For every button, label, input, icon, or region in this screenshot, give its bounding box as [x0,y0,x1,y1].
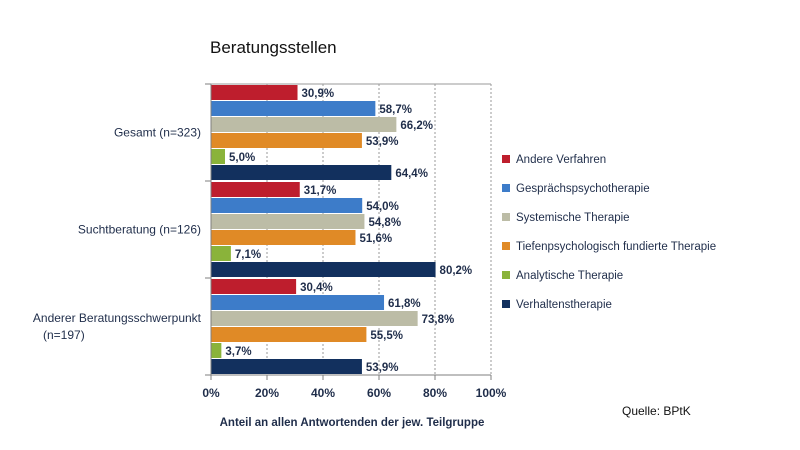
x-tick-labels: 0% 20% 40% 60% 80% 100% [202,386,506,400]
category-label: Gesamt (n=323) [114,126,201,140]
legend-label: Verhaltenstherapie [516,299,612,311]
source-note: Quelle: BPtK [622,404,691,418]
data-labels: 30,9%58,7%66,2%53,9%5,0%64,4%31,7%54,0%5… [225,88,472,374]
legend-swatch [502,155,510,163]
bar [211,246,231,261]
bar [211,230,356,245]
legend-label: Analytische Therapie [516,270,623,282]
bar [211,85,298,100]
bar [211,165,392,180]
category-label: (n=197) [43,328,85,342]
data-label: 31,7% [304,185,337,197]
bar [211,101,376,116]
bar [211,214,365,229]
data-label: 64,4% [395,168,428,180]
data-label: 58,7% [379,104,412,116]
data-label: 55,5% [370,330,403,342]
data-label: 53,9% [366,362,399,374]
bar [211,359,362,374]
bar [211,149,225,164]
data-label: 30,9% [302,88,335,100]
bar [211,182,300,197]
bar [211,311,418,326]
x-axis-title: Anteil an allen Antwortenden der jew. Te… [220,417,485,429]
data-label: 7,1% [235,249,261,261]
category-label: Suchtberatung (n=126) [78,223,201,237]
category-labels: Gesamt (n=323) Suchtberatung (n=126) Ander… [33,126,202,343]
bar [211,117,397,132]
data-label: 54,0% [366,201,399,213]
bar [211,133,362,148]
data-label: 30,4% [300,282,333,294]
legend-swatch [502,213,510,221]
bar [211,198,363,213]
legend-label: Gesprächspsychotherapie [516,183,650,195]
legend-swatch [502,184,510,192]
legend-label: Andere Verfahren [516,154,606,166]
legend: Andere Verfahren Gesprächspsychotherapie S… [502,154,716,311]
data-label: 54,8% [368,217,401,229]
bars [211,85,436,374]
data-label: 80,2% [440,265,473,277]
legend-swatch [502,271,510,279]
data-label: 53,9% [366,136,399,148]
chart-title: Beratungsstellen [210,38,337,57]
data-label: 5,0% [229,152,255,164]
data-label: 51,6% [359,233,392,245]
axes [205,83,492,380]
bar [211,343,222,358]
bar [211,262,436,277]
data-label: 61,8% [388,298,421,310]
x-tick-label: 60% [367,386,391,400]
bar [211,295,385,310]
x-tick-label: 80% [423,386,447,400]
category-label: Anderer Beratungsschwerpunkt [33,311,202,325]
bar [211,279,297,294]
bar [211,327,367,342]
data-label: 73,8% [422,314,455,326]
legend-swatch [502,242,510,250]
x-tick-label: 100% [476,386,507,400]
data-label: 3,7% [225,346,251,358]
grid-lines [211,83,492,375]
legend-label: Tiefenpsychologisch fundierte Therapie [516,241,716,253]
x-tick-label: 20% [255,386,279,400]
x-tick-label: 40% [311,386,335,400]
data-label: 66,2% [400,120,433,132]
x-tick-label: 0% [202,386,220,400]
legend-swatch [502,300,510,308]
legend-label: Systemische Therapie [516,212,630,224]
